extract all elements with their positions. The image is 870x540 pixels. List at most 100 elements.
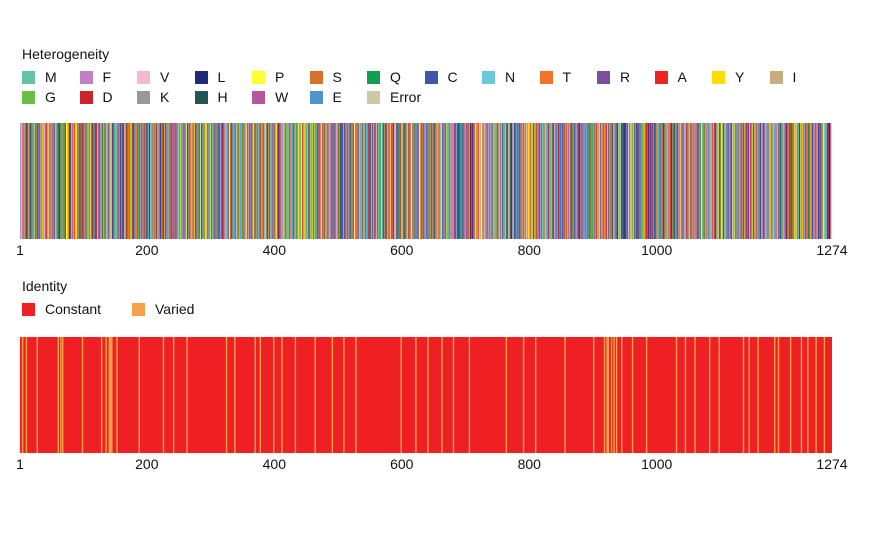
legend-item-v: V	[137, 68, 195, 86]
residue-mark	[727, 123, 729, 239]
residue-mark	[250, 123, 252, 239]
residue-mark	[50, 123, 52, 239]
varied-position-mark	[621, 337, 623, 453]
varied-position-mark	[234, 337, 236, 453]
residue-mark	[829, 123, 831, 239]
residue-mark	[239, 123, 241, 239]
residue-mark	[300, 123, 302, 239]
residue-mark	[108, 123, 110, 239]
residue-mark	[439, 123, 441, 239]
residue-mark	[654, 123, 656, 239]
residue-mark	[151, 123, 153, 239]
residue-mark	[650, 123, 652, 239]
residue-mark	[603, 123, 605, 239]
residue-mark	[807, 123, 809, 239]
residue-mark	[227, 123, 229, 239]
residue-mark	[96, 123, 98, 239]
residue-mark	[336, 123, 338, 239]
residue-mark	[570, 123, 572, 239]
residue-mark	[63, 123, 65, 239]
residue-mark	[811, 123, 813, 239]
identity-track	[20, 337, 832, 453]
residue-mark	[795, 123, 797, 239]
legend-swatch	[769, 70, 783, 84]
residue-mark	[34, 123, 36, 239]
residue-mark	[487, 123, 489, 239]
residue-mark	[225, 123, 227, 239]
residue-mark	[201, 123, 202, 239]
residue-mark	[217, 123, 219, 239]
residue-mark	[523, 123, 525, 239]
residue-mark	[812, 123, 814, 239]
residue-mark	[469, 123, 471, 239]
varied-position-mark	[631, 337, 634, 453]
residue-mark	[657, 123, 659, 239]
residue-mark	[338, 123, 339, 239]
residue-mark	[24, 123, 26, 239]
residue-mark	[543, 123, 545, 239]
residue-mark	[595, 123, 597, 239]
residue-mark	[593, 123, 595, 239]
residue-mark	[241, 123, 243, 239]
residue-mark	[510, 123, 512, 239]
residue-mark	[218, 123, 220, 239]
residue-mark	[689, 123, 691, 239]
residue-mark	[795, 123, 796, 239]
residue-mark	[339, 123, 341, 239]
residue-mark	[547, 123, 549, 239]
residue-mark	[243, 123, 244, 239]
residue-mark	[575, 123, 577, 239]
residue-mark	[273, 123, 275, 239]
residue-mark	[788, 123, 790, 239]
residue-mark	[163, 123, 165, 239]
residue-mark	[643, 123, 645, 239]
residue-mark	[628, 123, 630, 239]
residue-mark	[821, 123, 823, 239]
residue-mark	[309, 123, 311, 239]
residue-mark	[176, 123, 178, 239]
residue-mark	[686, 123, 688, 239]
residue-mark	[283, 123, 285, 239]
residue-mark	[156, 123, 158, 239]
residue-mark	[573, 123, 575, 239]
residue-mark	[628, 123, 629, 239]
residue-mark	[179, 123, 181, 239]
residue-mark	[60, 123, 62, 239]
residue-mark	[210, 123, 212, 239]
residue-mark	[207, 123, 209, 239]
residue-mark	[500, 123, 502, 239]
residue-mark	[754, 123, 756, 239]
residue-mark	[124, 123, 126, 239]
residue-mark	[603, 123, 605, 239]
residue-mark	[531, 123, 533, 239]
residue-mark	[779, 123, 780, 239]
residue-mark	[126, 123, 128, 239]
legend-item-k: K	[137, 88, 195, 106]
residue-mark	[136, 123, 138, 239]
residue-mark	[247, 123, 249, 239]
residue-mark	[615, 123, 617, 239]
residue-mark	[559, 123, 561, 239]
legend-item-r: R	[597, 68, 655, 86]
residue-mark	[672, 123, 674, 239]
residue-mark	[44, 123, 46, 239]
residue-mark	[223, 123, 225, 239]
residue-mark	[566, 123, 568, 239]
residue-mark	[312, 123, 314, 239]
residue-mark	[220, 123, 222, 239]
residue-mark	[174, 123, 176, 239]
residue-mark	[594, 123, 596, 239]
varied-position-mark	[564, 337, 566, 453]
residue-mark	[360, 123, 362, 239]
residue-mark	[137, 123, 139, 239]
residue-mark	[291, 123, 293, 239]
residue-mark	[710, 123, 712, 239]
residue-mark	[478, 123, 480, 239]
residue-mark	[281, 123, 283, 239]
residue-mark	[271, 123, 273, 239]
legend-item-i: I	[769, 68, 828, 86]
residue-mark	[534, 123, 536, 239]
residue-mark	[157, 123, 158, 239]
residue-mark	[559, 123, 561, 239]
residue-mark	[329, 123, 331, 239]
